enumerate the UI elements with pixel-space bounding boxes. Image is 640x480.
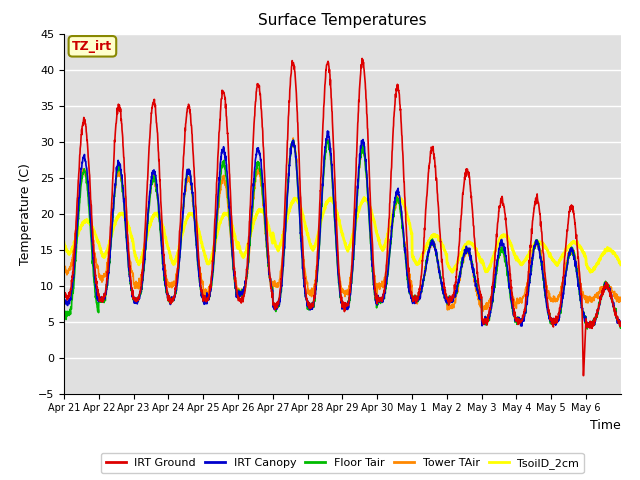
TsoilD_2cm xyxy=(511,251,518,256)
Tower TAir xyxy=(289,135,297,141)
Tower TAir xyxy=(542,281,550,287)
Floor Tair xyxy=(376,299,384,304)
TsoilD_2cm xyxy=(617,262,625,268)
TsoilD_2cm xyxy=(376,241,384,247)
Tower TAir xyxy=(236,293,244,299)
IRT Canopy xyxy=(324,128,332,134)
Floor Tair xyxy=(542,295,550,301)
Line: IRT Ground: IRT Ground xyxy=(64,59,621,375)
IRT Canopy xyxy=(617,321,625,326)
IRT Canopy xyxy=(116,162,124,168)
IRT Canopy xyxy=(609,304,617,310)
Legend: IRT Ground, IRT Canopy, Floor Tair, Tower TAir, TsoilD_2cm: IRT Ground, IRT Canopy, Floor Tair, Towe… xyxy=(101,453,584,473)
IRT Ground xyxy=(376,297,384,303)
Floor Tair xyxy=(236,291,244,297)
IRT Ground xyxy=(609,303,617,309)
IRT Canopy xyxy=(510,313,518,319)
IRT Ground xyxy=(579,372,587,378)
Tower TAir xyxy=(479,308,487,314)
Floor Tair xyxy=(583,326,591,332)
IRT Ground xyxy=(236,296,244,302)
IRT Ground xyxy=(542,277,550,283)
IRT Ground xyxy=(116,105,124,111)
Floor Tair xyxy=(290,137,298,143)
IRT Canopy xyxy=(60,295,68,300)
IRT Canopy xyxy=(588,325,595,331)
Y-axis label: Temperature (C): Temperature (C) xyxy=(19,163,33,264)
Floor Tair xyxy=(617,319,625,325)
IRT Ground xyxy=(358,56,366,61)
Tower TAir xyxy=(60,268,68,274)
IRT Ground xyxy=(510,307,518,313)
TsoilD_2cm xyxy=(60,240,68,245)
Tower TAir xyxy=(376,285,384,291)
TsoilD_2cm xyxy=(449,269,456,275)
IRT Canopy xyxy=(542,295,550,301)
Text: TZ_irt: TZ_irt xyxy=(72,40,113,53)
Floor Tair xyxy=(609,301,617,307)
IRT Canopy xyxy=(376,297,384,303)
Line: TsoilD_2cm: TsoilD_2cm xyxy=(64,198,621,272)
Floor Tair xyxy=(116,162,124,168)
TsoilD_2cm xyxy=(609,250,617,256)
Title: Surface Temperatures: Surface Temperatures xyxy=(258,13,427,28)
IRT Ground xyxy=(60,290,68,296)
Floor Tair xyxy=(510,313,518,319)
Tower TAir xyxy=(609,290,617,296)
IRT Canopy xyxy=(236,291,244,297)
Tower TAir xyxy=(116,168,124,174)
Line: Floor Tair: Floor Tair xyxy=(64,140,621,329)
Line: IRT Canopy: IRT Canopy xyxy=(64,131,621,328)
IRT Ground xyxy=(617,321,625,327)
Tower TAir xyxy=(511,303,518,309)
Tower TAir xyxy=(617,295,625,300)
TsoilD_2cm xyxy=(236,244,244,250)
TsoilD_2cm xyxy=(360,195,368,201)
Line: Tower TAir: Tower TAir xyxy=(64,138,621,311)
X-axis label: Time: Time xyxy=(590,419,621,432)
Floor Tair xyxy=(60,308,68,314)
TsoilD_2cm xyxy=(542,244,550,250)
TsoilD_2cm xyxy=(116,212,124,218)
